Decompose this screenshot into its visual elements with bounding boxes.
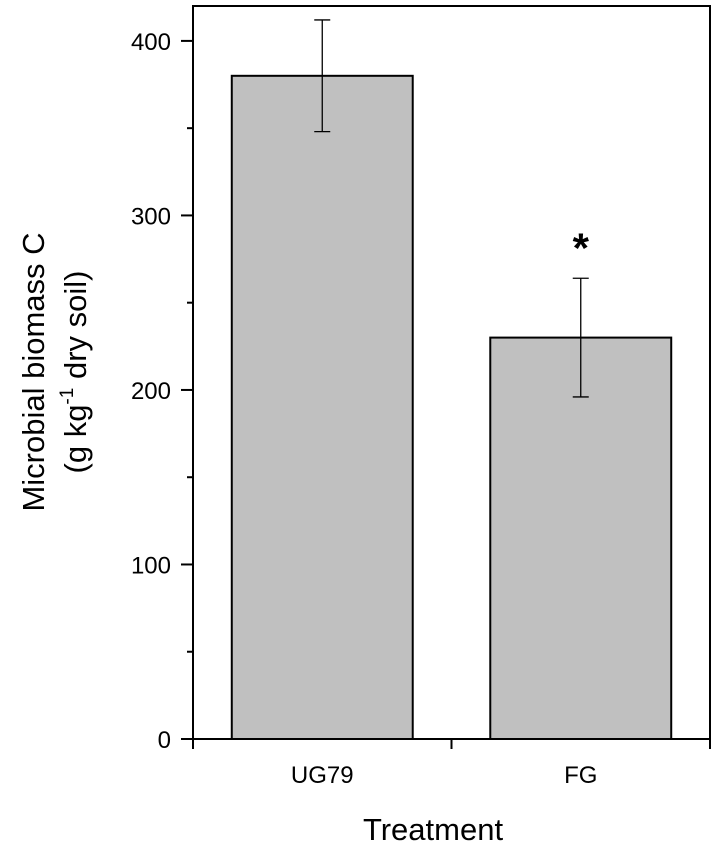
x-tick-label-ug79: UG79 <box>291 762 354 789</box>
y-axis-title-line1: Microbial biomass C <box>16 232 51 511</box>
significance-marker-fg: * <box>573 224 590 271</box>
x-axis-ticks: UG79 FG <box>192 739 711 789</box>
y-tick-label: 400 <box>131 29 171 56</box>
annotations-group: * <box>573 224 590 271</box>
error-bars-group <box>314 19 589 398</box>
y-tick-label: 200 <box>131 378 171 405</box>
y-axis-title-unit-sup: -1 <box>57 388 78 405</box>
x-tick-label-fg: FG <box>564 762 597 789</box>
bars-group <box>230 74 673 741</box>
y-tick-label: 0 <box>158 727 171 754</box>
y-tick-label: 100 <box>131 552 171 579</box>
y-axis-ticks: 0 100 200 300 400 <box>131 29 193 754</box>
bar-ug79 <box>230 74 414 741</box>
y-tick-label: 300 <box>131 203 171 230</box>
x-axis-title: Treatment <box>363 812 504 847</box>
y-axis-title-unit-pre: (g kg <box>58 405 93 474</box>
y-axis-title: Microbial biomass C (g kg-1 dry soil) <box>16 232 93 511</box>
y-axis-title-unit-post: dry soil) <box>58 271 93 388</box>
y-axis-title-line2: (g kg-1 dry soil) <box>57 271 93 474</box>
bar-fg <box>489 336 673 740</box>
